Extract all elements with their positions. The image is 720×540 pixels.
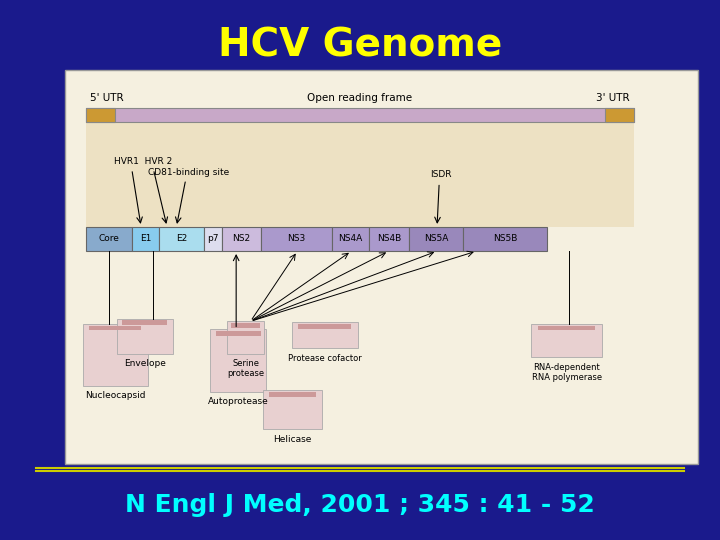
Text: NS2: NS2 [233, 234, 251, 244]
Text: p7: p7 [207, 234, 219, 244]
Text: HVR1  HVR 2: HVR1 HVR 2 [114, 157, 172, 166]
Text: ISDR: ISDR [431, 170, 452, 179]
FancyBboxPatch shape [298, 324, 351, 329]
FancyBboxPatch shape [86, 108, 634, 122]
Text: HCV Genome: HCV Genome [218, 27, 502, 65]
Text: Protease cofactor: Protease cofactor [288, 354, 361, 363]
FancyBboxPatch shape [65, 70, 698, 464]
FancyBboxPatch shape [463, 227, 547, 251]
FancyBboxPatch shape [409, 227, 463, 251]
FancyBboxPatch shape [210, 329, 266, 392]
Text: Open reading frame: Open reading frame [307, 92, 413, 103]
FancyBboxPatch shape [86, 227, 132, 251]
Text: CD81-binding site: CD81-binding site [148, 168, 229, 177]
Text: N Engl J Med, 2001 ; 345 : 41 - 52: N Engl J Med, 2001 ; 345 : 41 - 52 [125, 493, 595, 517]
Text: Autoprotease: Autoprotease [208, 397, 269, 406]
FancyBboxPatch shape [86, 108, 115, 122]
Text: NS4A: NS4A [338, 234, 363, 244]
Text: NS5A: NS5A [424, 234, 448, 244]
Text: Envelope: Envelope [124, 359, 166, 368]
Text: 5' UTR: 5' UTR [90, 92, 124, 103]
Text: NS3: NS3 [287, 234, 306, 244]
Text: 3' UTR: 3' UTR [596, 92, 630, 103]
FancyBboxPatch shape [269, 392, 316, 397]
FancyBboxPatch shape [531, 324, 602, 357]
Text: E2: E2 [176, 234, 187, 244]
FancyBboxPatch shape [261, 227, 332, 251]
FancyBboxPatch shape [227, 321, 264, 354]
FancyBboxPatch shape [216, 331, 261, 336]
Text: NS5B: NS5B [493, 234, 517, 244]
FancyBboxPatch shape [605, 108, 634, 122]
FancyBboxPatch shape [122, 320, 167, 325]
FancyBboxPatch shape [369, 227, 409, 251]
FancyBboxPatch shape [132, 227, 159, 251]
FancyBboxPatch shape [332, 227, 369, 251]
FancyBboxPatch shape [292, 322, 358, 348]
Text: E1: E1 [140, 234, 151, 244]
FancyBboxPatch shape [539, 326, 595, 330]
FancyBboxPatch shape [159, 227, 204, 251]
Text: NS4B: NS4B [377, 234, 401, 244]
FancyBboxPatch shape [263, 390, 322, 429]
FancyBboxPatch shape [83, 324, 148, 386]
Text: Helicase: Helicase [273, 435, 312, 444]
FancyBboxPatch shape [89, 326, 141, 330]
FancyBboxPatch shape [230, 323, 261, 328]
Text: RNA-dependent
RNA polymerase: RNA-dependent RNA polymerase [531, 363, 602, 382]
Polygon shape [86, 122, 634, 227]
Text: Nucleocapsid: Nucleocapsid [85, 392, 145, 401]
Text: Serine
protease: Serine protease [227, 359, 264, 379]
FancyBboxPatch shape [204, 227, 222, 251]
FancyBboxPatch shape [117, 319, 173, 354]
Text: Core: Core [99, 234, 120, 244]
FancyBboxPatch shape [222, 227, 261, 251]
